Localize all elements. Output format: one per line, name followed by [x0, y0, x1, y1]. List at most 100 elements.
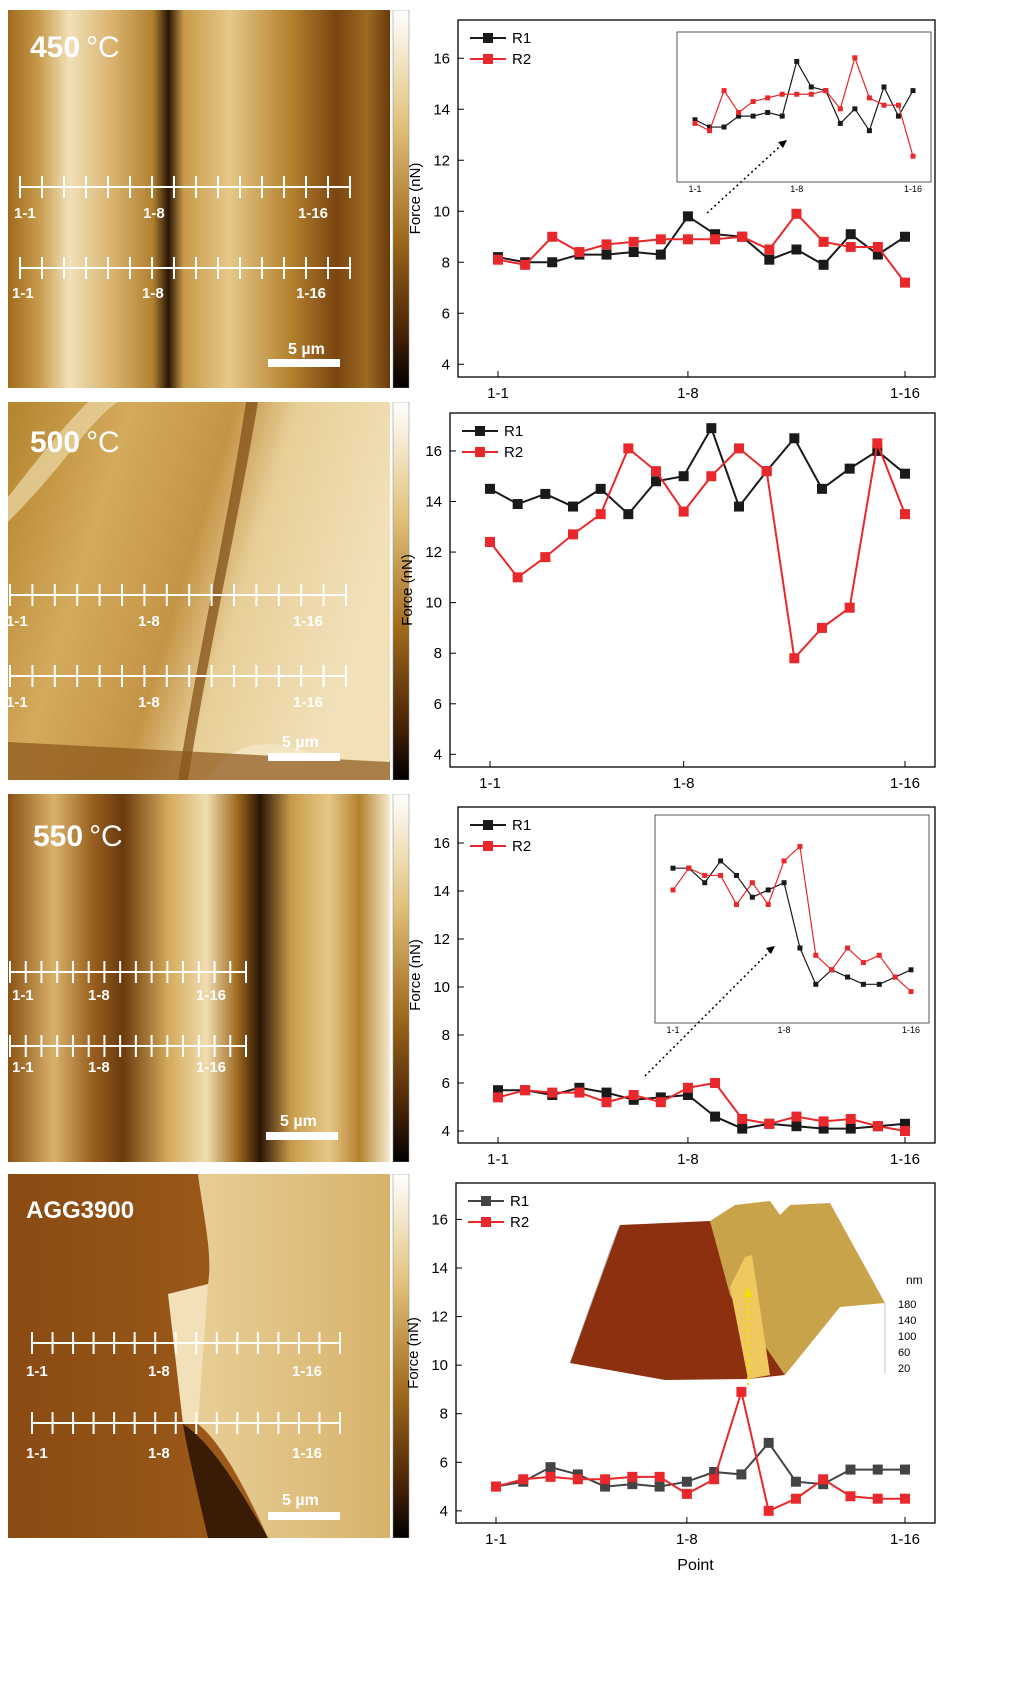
data-point-R2 — [493, 254, 503, 265]
data-point-R1 — [595, 483, 606, 494]
inset-point-R2 — [813, 952, 819, 958]
inset-point-R1 — [797, 945, 803, 951]
data-point-R2 — [791, 208, 802, 219]
data-point-R1 — [601, 1087, 612, 1098]
point-label: 1-8 — [88, 987, 110, 1004]
data-point-R1 — [682, 1090, 693, 1100]
data-point-R2 — [900, 509, 910, 520]
data-point-R2 — [872, 438, 883, 449]
chart-500: 4 6 8 10 12 14 16 1-1 1-8 1-16 Force (nN) R1 R2 — [399, 405, 1017, 795]
inset-point-R1 — [852, 106, 858, 112]
x-tick-label: 1-1 — [479, 775, 501, 792]
point-label: 1-1 — [6, 694, 28, 711]
point-label: 1-1 — [6, 613, 28, 630]
y-axis-label: Force (nN) — [405, 1317, 422, 1389]
plot-frame — [455, 1182, 936, 1524]
data-point-R1 — [900, 231, 910, 242]
data-point-R2 — [791, 1111, 802, 1122]
afm-image-500 — [8, 402, 390, 780]
inset-point-R1 — [736, 113, 742, 119]
data-point-R2 — [600, 1474, 611, 1485]
inset-point-R1 — [692, 117, 698, 123]
inset-point-R1 — [707, 124, 713, 130]
inset-line-R2 — [694, 55, 914, 157]
colorbar-550 — [392, 793, 412, 1163]
x-tick-label: 1-1 — [487, 1151, 509, 1168]
y-tick-label: 8 — [434, 645, 442, 662]
inset-point-R2 — [895, 102, 901, 108]
data-point-R2 — [545, 1471, 556, 1482]
y-tick-label: 4 — [434, 746, 442, 763]
data-point-R1 — [789, 433, 800, 444]
point-label: 1-1 — [26, 1445, 48, 1462]
point-label: 1-8 — [138, 613, 160, 630]
inset-arrow — [644, 945, 776, 1077]
y-tick-label: 14 — [431, 1260, 448, 1277]
y-tick-label: 10 — [433, 979, 450, 996]
data-point-R2 — [872, 1493, 883, 1504]
data-point-R2 — [706, 471, 717, 482]
data-point-R1 — [600, 1481, 611, 1492]
inset-point-R2 — [829, 967, 835, 973]
data-point-R2 — [574, 247, 585, 258]
data-point-R2 — [628, 1090, 639, 1100]
panel-title-0: 450 °C — [30, 31, 120, 64]
data-point-R1 — [682, 211, 693, 222]
data-point-R1 — [872, 445, 883, 456]
y-tick-label: 6 — [442, 305, 450, 322]
data-point-R2 — [845, 1114, 856, 1124]
inset-point-R2 — [765, 901, 771, 907]
point-label: 1-1 — [12, 987, 34, 1004]
scalebar-label: 5 µm — [288, 341, 325, 358]
inset-point-R2 — [860, 960, 866, 966]
y-axis-label: Force (nN) — [399, 554, 416, 626]
data-point-R1 — [736, 1469, 747, 1480]
data-point-R1 — [900, 1118, 910, 1129]
inset-point-R2 — [823, 88, 829, 94]
data-point-R2 — [789, 653, 800, 664]
y-axis-label: Force (nN) — [407, 163, 424, 235]
point-label: 1-1 — [12, 285, 34, 302]
chart-550: 4 6 8 10 12 14 16 1-1 1-8 1-16 Force (nN) R1 R2 1-1 1-… — [407, 795, 1017, 1175]
data-point-R2 — [485, 536, 495, 547]
legend-marker — [483, 33, 493, 43]
surface-arrowhead — [743, 1287, 753, 1297]
data-point-R1 — [845, 1464, 856, 1475]
data-point-R2 — [520, 1085, 531, 1096]
y-tick-label: 6 — [440, 1454, 448, 1471]
inset-tick-label: 1-16 — [902, 1025, 920, 1035]
inset-point-R2 — [808, 91, 814, 97]
legend-label: R2 — [504, 444, 523, 461]
y-tick-label: 8 — [442, 1027, 450, 1044]
data-point-R2 — [574, 1087, 585, 1098]
inset-tick-label: 1-8 — [790, 184, 803, 194]
z-unit-label: nm — [906, 1273, 923, 1287]
inset-point-R1 — [781, 880, 787, 886]
series-line-R1 — [489, 425, 906, 516]
data-point-R2 — [818, 1474, 829, 1485]
data-point-R2 — [900, 1126, 910, 1136]
data-point-R2 — [651, 466, 661, 477]
legend-marker — [483, 820, 493, 830]
data-point-R2 — [601, 239, 612, 250]
data-point-R2 — [520, 259, 531, 270]
inset-point-R2 — [845, 945, 851, 951]
point-label: 1-16 — [293, 613, 323, 630]
data-point-R1 — [545, 1462, 556, 1473]
data-point-R1 — [627, 1479, 638, 1490]
inset-point-R1 — [866, 128, 872, 134]
data-point-R1 — [872, 249, 883, 260]
data-point-R2 — [900, 277, 910, 288]
inset-arrow — [706, 139, 788, 214]
x-tick-label: 1-8 — [676, 1531, 698, 1548]
legend-label: R1 — [504, 423, 523, 440]
x-tick-label: 1-16 — [890, 385, 920, 402]
inset-point-R2 — [749, 880, 755, 886]
data-point-R1 — [601, 249, 612, 260]
inset-point-R1 — [860, 981, 866, 987]
inset-point-R2 — [686, 865, 692, 871]
inset-line-R1 — [673, 860, 912, 986]
data-point-R2 — [547, 1087, 558, 1098]
y-tick-label: 12 — [433, 931, 450, 948]
